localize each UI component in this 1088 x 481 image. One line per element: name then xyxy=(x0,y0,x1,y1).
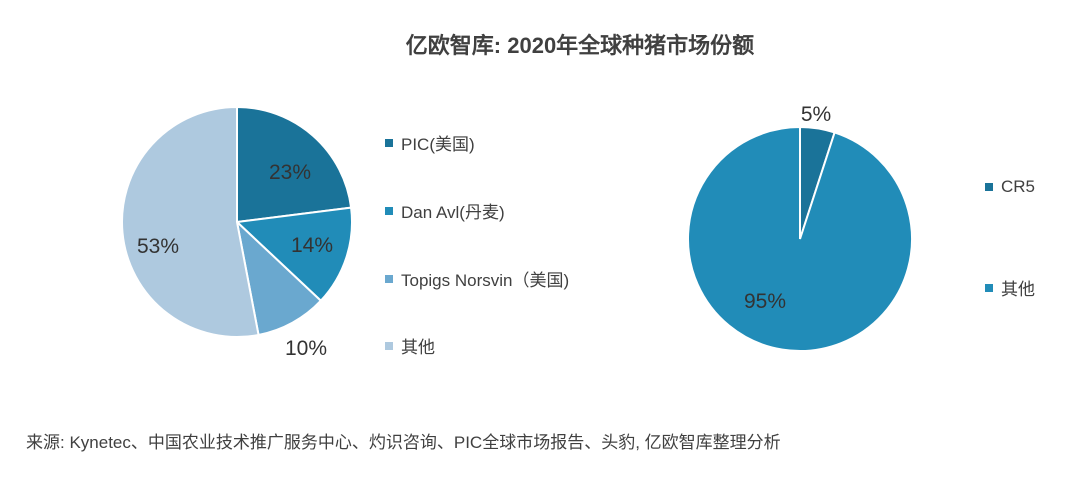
legend-swatch xyxy=(385,274,393,283)
source-note: 来源: Kynetec、中国农业技术推广服务中心、灼识咨询、PIC全球市场报告、… xyxy=(26,433,781,452)
legend-swatch xyxy=(985,283,993,292)
pie-slice-1 xyxy=(234,206,353,303)
pie-slice-1 xyxy=(686,125,913,352)
chart-title: 亿欧智库: 2020年全球种猪市场份额 xyxy=(405,33,755,58)
legend-item-3: 其他 xyxy=(385,333,435,358)
pie-chart-market-share: 23% 14% 10% 53% xyxy=(121,105,353,360)
pie-slice-3 xyxy=(121,105,260,338)
legend-label: Dan Avl(丹麦) xyxy=(401,203,505,222)
legend-item-1: 其他 xyxy=(985,275,1035,300)
legend-item-2: Topigs Norsvin（美国) xyxy=(385,266,569,291)
legend-label: Topigs Norsvin（美国) xyxy=(401,271,570,290)
legend-item-1: Dan Avl(丹麦) xyxy=(385,198,505,223)
legend-swatch xyxy=(385,138,393,147)
pie-slice-0 xyxy=(236,105,353,224)
data-label-1: 95% xyxy=(744,290,786,313)
data-label-0: 5% xyxy=(801,103,831,126)
data-label-0: 23% xyxy=(269,161,311,184)
pie-chart-cr5: 5% 95% xyxy=(686,103,913,352)
legend-item-0: CR5 xyxy=(985,177,1035,197)
legend-swatch xyxy=(985,183,993,191)
data-label-3: 53% xyxy=(137,235,179,258)
legend-swatch xyxy=(385,341,393,350)
legend-label: 其他 xyxy=(401,338,435,357)
legend-item-0: PIC(美国) xyxy=(385,130,475,155)
legend-swatch xyxy=(385,206,393,215)
legend-label: CR5 xyxy=(1001,177,1036,196)
pie-slice-2 xyxy=(235,219,323,337)
data-label-1: 14% xyxy=(291,234,333,257)
data-label-2: 10% xyxy=(285,337,327,360)
legend-label: PIC(美国) xyxy=(401,135,475,154)
legend-label: 其他 xyxy=(1001,280,1035,299)
